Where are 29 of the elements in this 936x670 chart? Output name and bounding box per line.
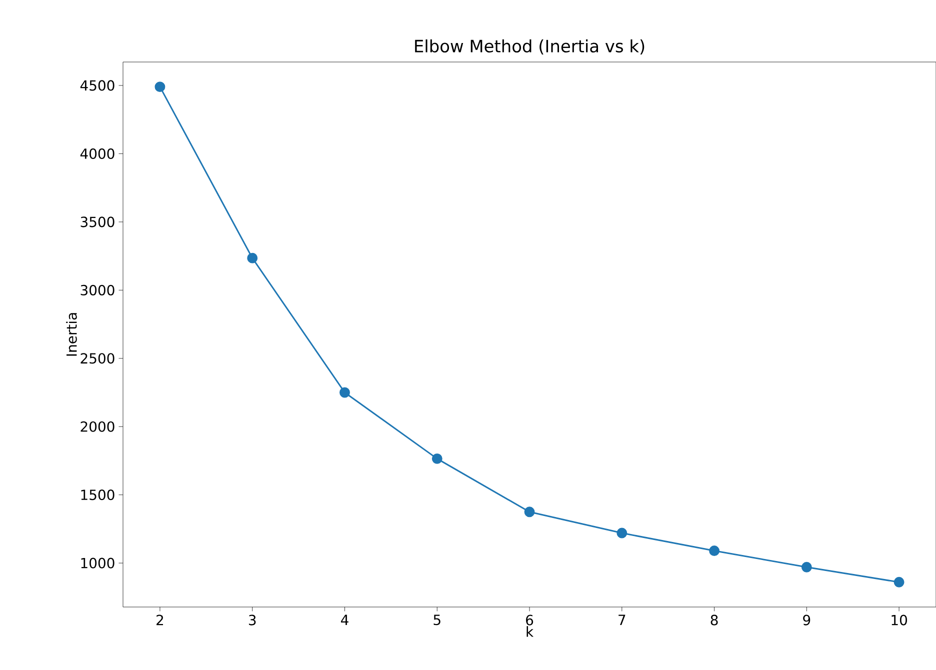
- point: [524, 506, 535, 518]
- x-tick-label: 8: [710, 614, 718, 626]
- y-tick-label: 2000: [80, 421, 114, 432]
- point: [894, 576, 904, 588]
- x-tick-label: 2: [156, 614, 164, 626]
- x-tick-label: 4: [340, 614, 348, 625]
- x-tick-label: 9: [803, 614, 810, 626]
- x-tick-label: 6: [526, 614, 534, 626]
- chart-title: Elbow Method (Inertia vs k): [415, 39, 644, 54]
- point: [339, 387, 350, 398]
- point: [709, 546, 720, 556]
- x-tick-label: 7: [618, 614, 626, 625]
- point: [432, 453, 442, 464]
- point: [154, 82, 166, 92]
- point: [247, 252, 258, 264]
- x-tick-label: 5: [434, 614, 440, 626]
- x-tick-label: 10: [892, 614, 907, 626]
- x-axis-title: k: [526, 626, 534, 637]
- y-tick-label: 3000: [80, 284, 114, 296]
- point: [616, 528, 628, 538]
- y-tick-label: 1000: [81, 558, 114, 568]
- y-tick-label: 3500: [80, 216, 114, 228]
- y-tick-label: 4500: [80, 80, 114, 91]
- y-tick-label: 4000: [80, 148, 114, 159]
- y-axis-title: Inertia: [66, 313, 77, 356]
- point: [801, 562, 812, 572]
- y-tick-label: 1500: [81, 490, 114, 500]
- y-tick-label: 2500: [80, 353, 114, 364]
- x-tick-label: 3: [248, 614, 256, 626]
